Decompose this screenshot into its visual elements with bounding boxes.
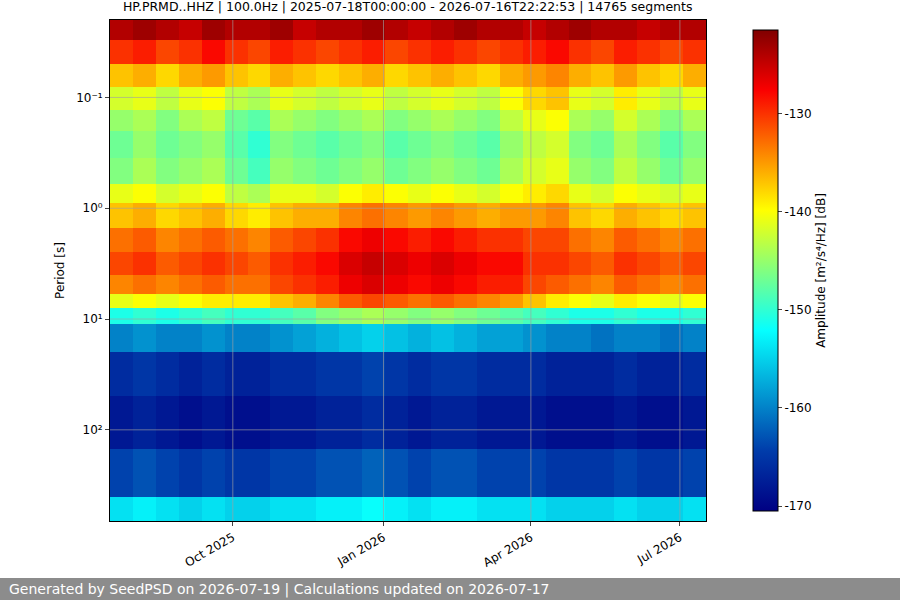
svg-text:-160: -160 <box>784 401 811 415</box>
svg-text:Jan 2026: Jan 2026 <box>334 530 388 569</box>
svg-text:Period [s]: Period [s] <box>53 242 67 299</box>
svg-text:10⁻¹: 10⁻¹ <box>76 91 103 105</box>
svg-text:-170: -170 <box>784 499 811 513</box>
svg-text:Amplitude [m²/s⁴/Hz] [dB]: Amplitude [m²/s⁴/Hz] [dB] <box>814 193 828 348</box>
svg-text:-140: -140 <box>784 205 811 219</box>
svg-text:10⁰: 10⁰ <box>83 201 103 215</box>
svg-text:10¹: 10¹ <box>83 312 103 326</box>
svg-text:Jul 2026: Jul 2026 <box>634 530 684 567</box>
svg-text:-130: -130 <box>784 107 811 121</box>
svg-text:10²: 10² <box>83 423 103 437</box>
html-text:Generated by SeedPSD on 2026-0: Generated by SeedPSD on 2026-07-19 | Cal… <box>9 581 550 597</box>
svg-text:Apr 2026: Apr 2026 <box>481 530 536 570</box>
svg-text:-150: -150 <box>784 303 811 317</box>
svg-text:Oct 2025: Oct 2025 <box>183 530 238 570</box>
svg-text:HP.PRMD..HHZ | 100.0Hz | 2025-: HP.PRMD..HHZ | 100.0Hz | 2025-07-18T00:0… <box>123 0 693 14</box>
